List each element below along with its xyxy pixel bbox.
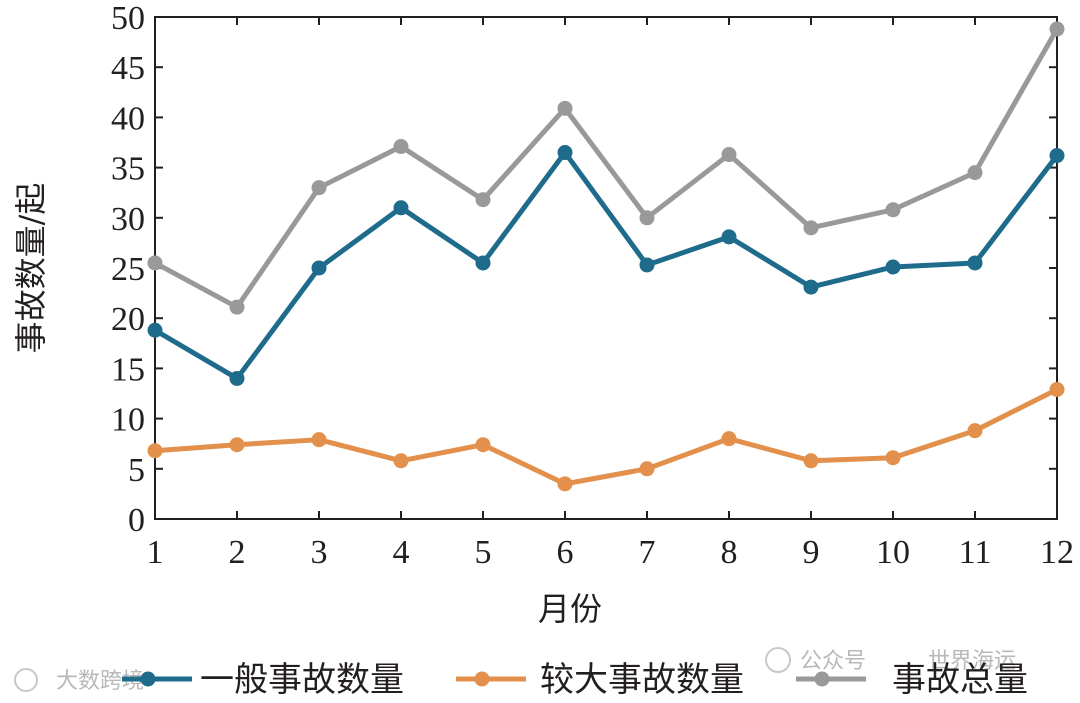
data-point xyxy=(1049,148,1065,164)
data-point xyxy=(1049,21,1065,37)
data-point xyxy=(1049,381,1065,397)
watermark-right-text: 世界海运 xyxy=(928,649,1016,674)
x-axis-ticks: 1 2 3 4 5 6 7 8 9 10 11 12 xyxy=(147,17,1074,571)
legend-label: 一般事故数量 xyxy=(200,660,404,700)
wechat-icon xyxy=(765,647,791,673)
data-point xyxy=(721,147,737,163)
data-point xyxy=(475,255,491,271)
x-tick-label: 10 xyxy=(876,534,910,571)
x-tick-label: 3 xyxy=(311,534,328,571)
series-line xyxy=(152,150,1060,381)
y-axis-ticks: 0 5 10 15 20 25 30 35 40 45 50 xyxy=(111,0,1057,539)
legend-swatch-marker xyxy=(140,671,156,687)
data-point xyxy=(311,180,327,196)
watermark-logo-icon xyxy=(14,668,38,692)
data-point xyxy=(475,437,491,453)
y-axis-title: 事故数量/起 xyxy=(12,183,50,354)
series-1 xyxy=(147,145,1065,386)
data-point xyxy=(803,279,819,295)
data-point xyxy=(557,145,573,161)
series-3 xyxy=(147,21,1065,315)
y-tick-label: 5 xyxy=(128,452,145,489)
watermark-right-prefix: 公众号 xyxy=(800,649,866,674)
legend-item: 事故总量 xyxy=(796,660,1028,700)
series-line xyxy=(152,386,1060,487)
x-tick-label: 11 xyxy=(959,534,992,571)
data-point xyxy=(229,370,245,386)
data-point xyxy=(557,476,573,492)
y-tick-label: 35 xyxy=(111,151,145,188)
data-point xyxy=(229,437,245,453)
y-tick-label: 20 xyxy=(111,301,145,338)
data-point xyxy=(721,431,737,447)
data-point xyxy=(803,453,819,469)
data-point xyxy=(393,453,409,469)
data-point xyxy=(311,432,327,448)
series-layer xyxy=(147,21,1065,492)
data-point xyxy=(639,210,655,226)
data-point xyxy=(721,229,737,245)
legend-item: 较大事故数量 xyxy=(456,660,744,700)
series-line xyxy=(152,26,1060,310)
x-axis-title: 月份 xyxy=(538,590,602,628)
data-point xyxy=(393,139,409,155)
data-point xyxy=(229,299,245,315)
data-point xyxy=(393,200,409,216)
data-point xyxy=(147,443,163,459)
data-point xyxy=(967,423,983,439)
x-tick-label: 8 xyxy=(721,534,738,571)
legend-swatch-marker xyxy=(474,671,490,687)
y-tick-label: 30 xyxy=(111,201,145,238)
data-point xyxy=(967,165,983,181)
y-tick-label: 0 xyxy=(128,502,145,539)
x-tick-label: 1 xyxy=(147,534,164,571)
data-point xyxy=(885,450,901,466)
y-tick-label: 25 xyxy=(111,251,145,288)
data-point xyxy=(557,100,573,116)
watermark-right: 公众号 世界海运 xyxy=(765,647,1016,674)
x-tick-label: 4 xyxy=(393,534,410,571)
x-tick-label: 9 xyxy=(803,534,820,571)
y-tick-label: 50 xyxy=(111,0,145,37)
x-tick-label: 7 xyxy=(639,534,656,571)
data-point xyxy=(147,255,163,271)
x-tick-label: 12 xyxy=(1040,534,1074,571)
data-point xyxy=(803,220,819,236)
data-point xyxy=(885,202,901,218)
data-point xyxy=(475,192,491,208)
series-2 xyxy=(147,381,1065,492)
data-point xyxy=(639,461,655,477)
legend-item: 一般事故数量 xyxy=(122,660,404,700)
data-point xyxy=(311,260,327,276)
y-tick-label: 10 xyxy=(111,402,145,439)
y-tick-label: 45 xyxy=(111,50,145,87)
legend: 一般事故数量 较大事故数量 事故总量 xyxy=(122,660,1028,700)
data-point xyxy=(147,322,163,338)
x-tick-label: 5 xyxy=(475,534,492,571)
x-tick-label: 2 xyxy=(229,534,246,571)
data-point xyxy=(639,257,655,273)
y-tick-label: 40 xyxy=(111,100,145,137)
y-tick-label: 15 xyxy=(111,351,145,388)
legend-swatch-marker xyxy=(814,671,830,687)
data-point xyxy=(885,259,901,275)
data-point xyxy=(967,255,983,271)
x-tick-label: 6 xyxy=(557,534,574,571)
legend-label: 较大事故数量 xyxy=(540,660,744,700)
legend-label: 事故总量 xyxy=(892,660,1028,700)
